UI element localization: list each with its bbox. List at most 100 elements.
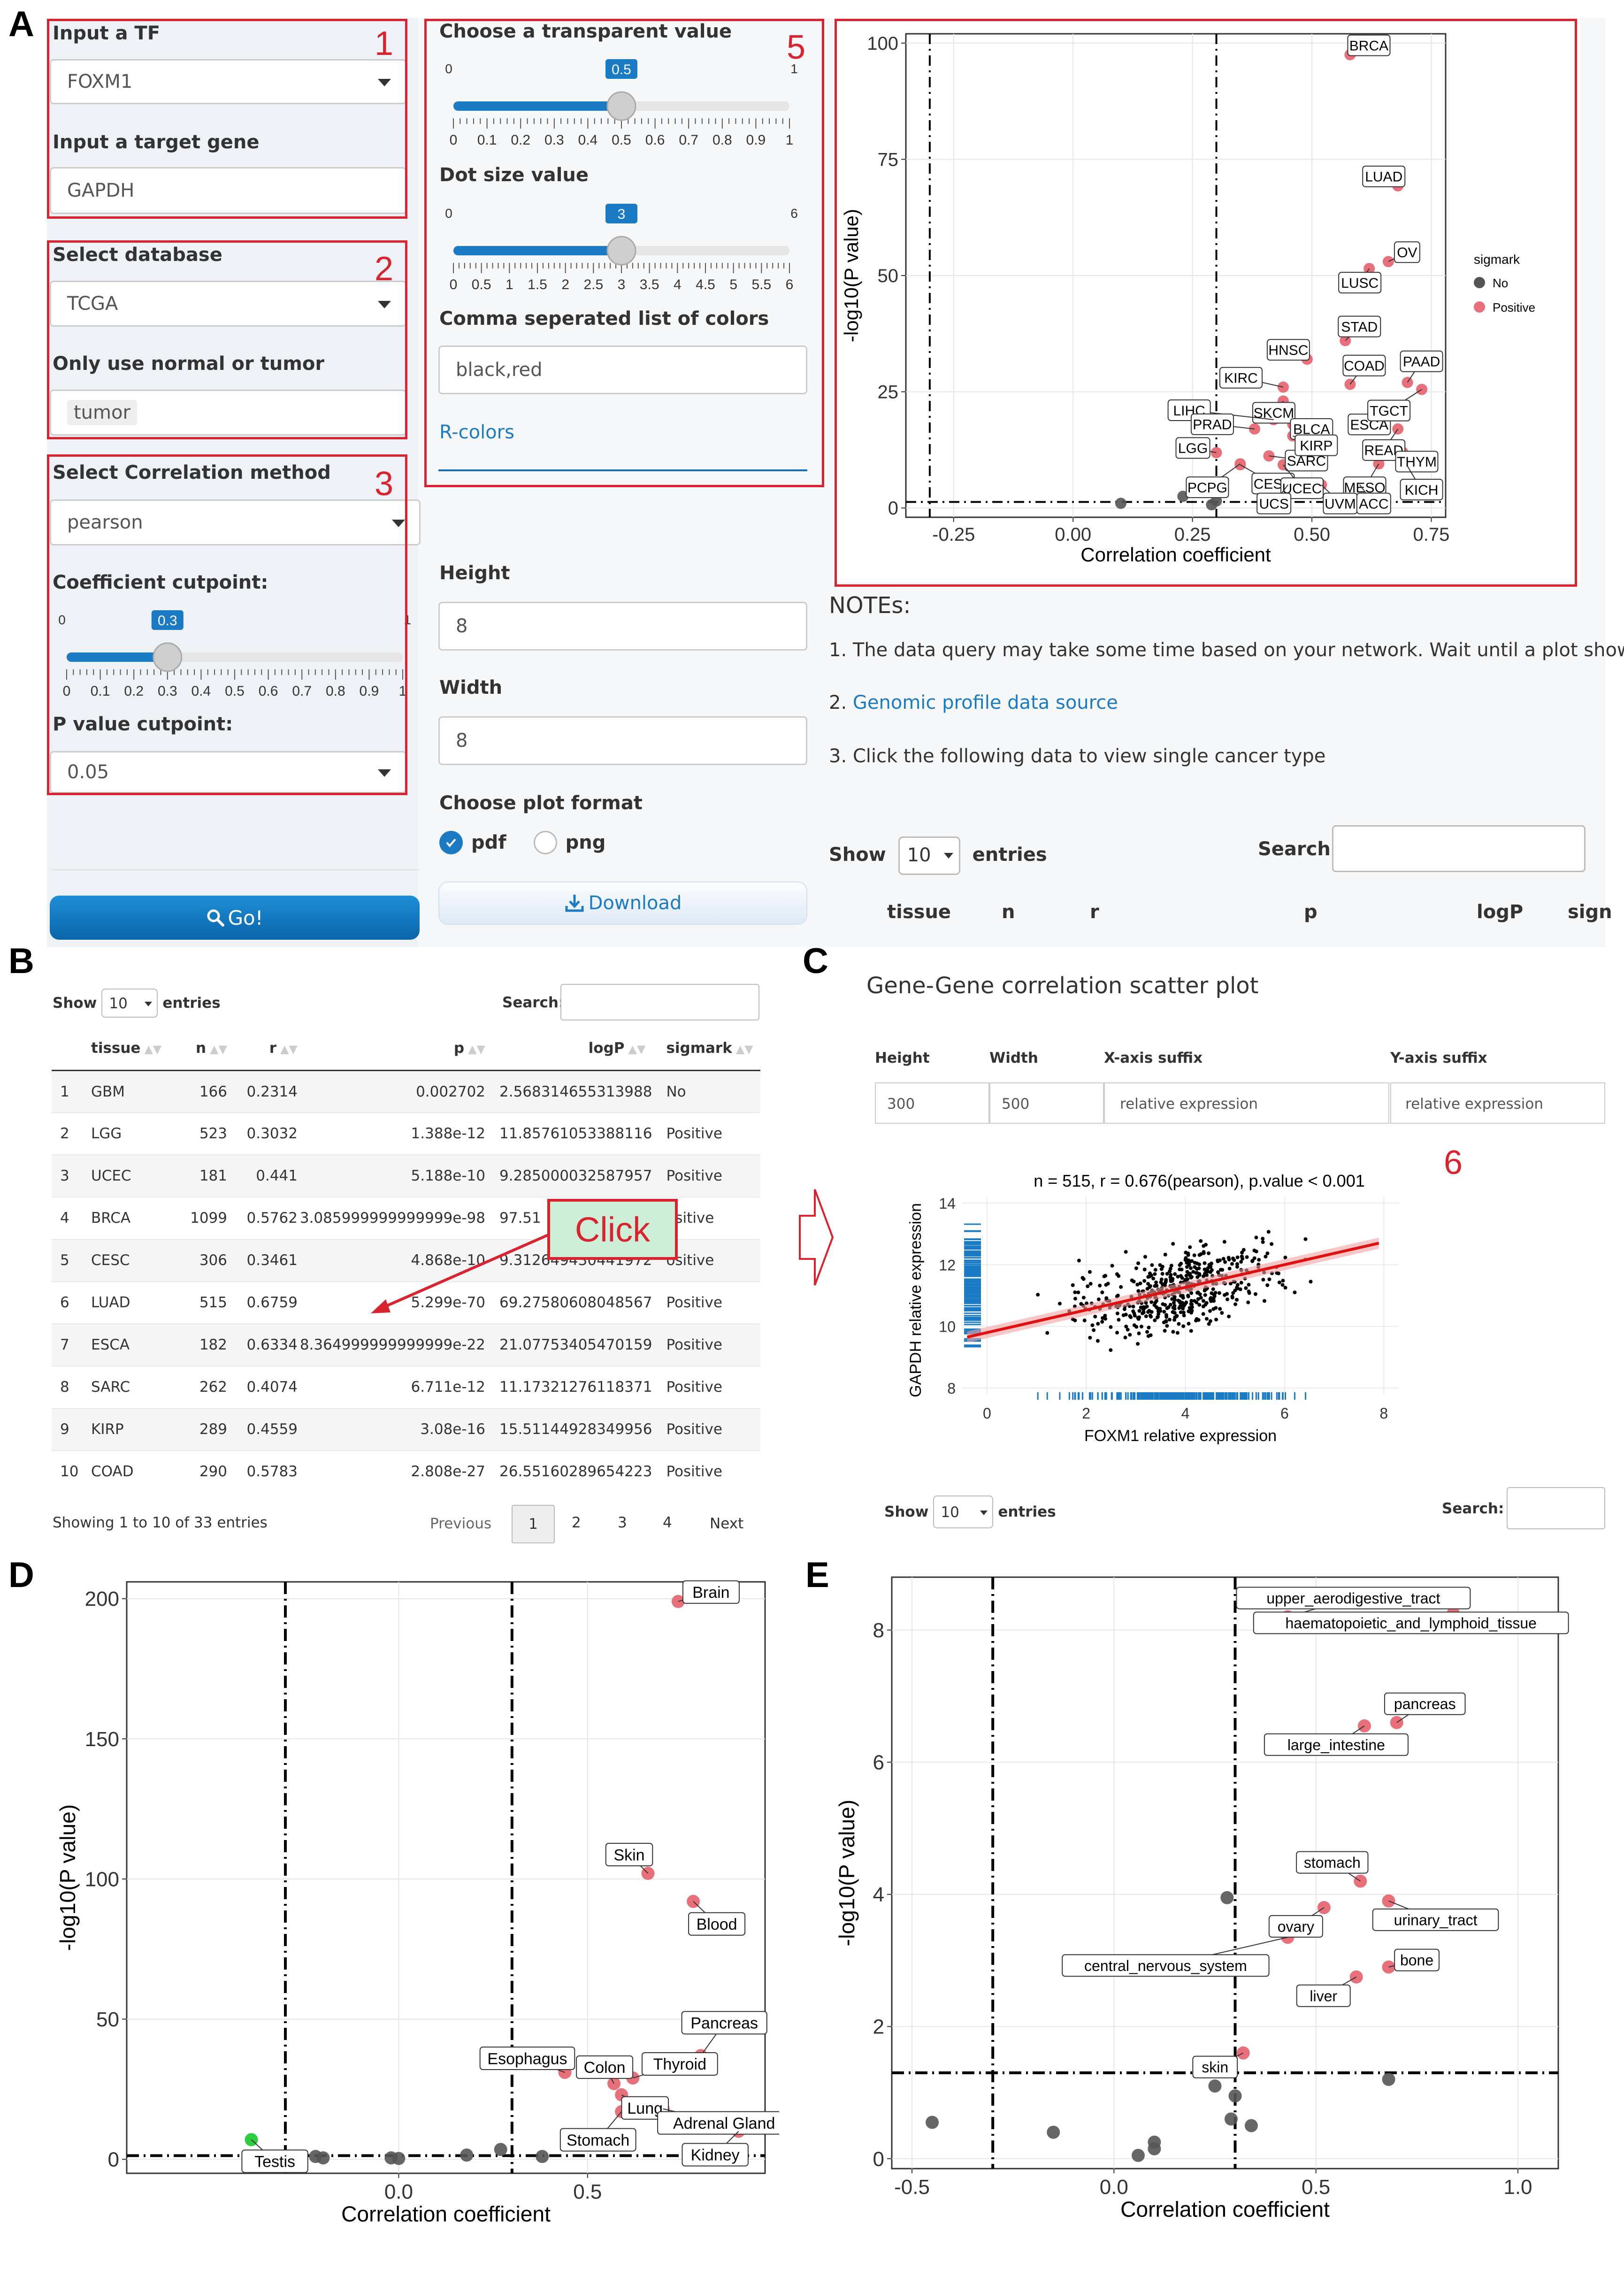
plotC-point — [1164, 1278, 1168, 1282]
next-button[interactable]: Next — [710, 1515, 744, 1532]
transparent-slider[interactable]: 0 1 0.5 0 0.1 0.2 0.3 0.4 0.5 0.6 0.7 0.8 0.9 1 — [443, 54, 800, 148]
plotC-point — [1096, 1297, 1101, 1302]
colors-input[interactable]: black,red — [438, 345, 807, 394]
plotC-point — [1133, 1313, 1137, 1318]
coef-slider[interactable]: 0 1 0.3 0 0.1 0.2 0.3 0.4 0.5 0.6 0.7 0.8 0.9 1 — [56, 606, 413, 699]
plotC-point — [1154, 1280, 1158, 1284]
plotC-y-axis-title: GAPDH relative expression — [907, 1203, 925, 1397]
c-xsuffix-input[interactable]: relative expression — [1104, 1082, 1389, 1124]
plotC-point — [1147, 1326, 1151, 1330]
table-search-input[interactable] — [560, 984, 759, 1020]
c-ysuffix-input[interactable]: relative expression — [1390, 1082, 1605, 1124]
plotC-point — [1303, 1237, 1308, 1241]
plotE-y-tick-label: 2 — [873, 2016, 884, 2039]
dotsize-tick-label: 0 — [450, 277, 458, 292]
plotC-point — [1241, 1248, 1246, 1252]
plotC-point — [1153, 1318, 1157, 1322]
col-n[interactable]: n — [1002, 901, 1015, 923]
genomic-source-link[interactable]: Genomic profile data source — [852, 692, 1118, 713]
table-cell: Positive — [652, 1408, 760, 1450]
plotC-point — [1159, 1280, 1163, 1284]
plotC-point — [1146, 1334, 1150, 1338]
plotC-point — [1160, 1272, 1164, 1276]
th-p[interactable]: p ▲▼ — [298, 1027, 485, 1071]
table-cell: 1.388e-12 — [298, 1112, 485, 1155]
plotA-label-box — [1362, 165, 1406, 187]
table-row[interactable]: 6 LUAD 515 0.6759 5.299e-70 69.27580608048567… — [52, 1281, 760, 1324]
corr-method-select[interactable]: pearson — [50, 499, 421, 545]
page-4-button[interactable]: 4 — [663, 1514, 672, 1531]
go-button[interactable]: Go! — [50, 896, 420, 940]
c-entries-select[interactable]: 10 — [933, 1495, 994, 1528]
plotA-point-label: HNSC — [1268, 343, 1308, 358]
th-tissue[interactable]: tissue ▲▼ — [91, 1027, 171, 1071]
col-r[interactable]: r — [1090, 901, 1099, 923]
table-row[interactable]: 7 ESCA 182 0.6334 8.364999999999999e-22 21.07… — [52, 1323, 760, 1366]
th-sigmark[interactable]: sigmark ▲▼ — [652, 1027, 760, 1071]
note-3: 3. Click the following data to view sing… — [829, 745, 1326, 767]
plotA-y-tick-label: 75 — [878, 149, 899, 170]
c-search-input[interactable] — [1507, 1487, 1605, 1529]
dotsize-slider[interactable]: 0 6 3 0 0.5 1 1.5 2 2.5 3 3.5 4 4.5 5 5.5 6 — [443, 199, 800, 292]
db-select[interactable]: TCGA — [50, 281, 406, 327]
height-input[interactable]: 8 — [438, 602, 807, 651]
pdf-radio[interactable] — [439, 831, 463, 854]
plotC-point — [1252, 1256, 1256, 1260]
page-1-button[interactable]: 1 — [512, 1505, 555, 1543]
plotE-point-no — [1220, 1891, 1234, 1904]
table-row[interactable]: 9 KIRP 289 0.4559 3.08e-16 15.51144928349956 P… — [52, 1408, 760, 1450]
table-row[interactable]: 4 BRCA 1099 0.5762 3.085999999999999e-98 97.5… — [52, 1196, 760, 1239]
plotA-x-axis-title: Correlation coefficient — [1080, 544, 1271, 566]
table-row[interactable]: 2 LGG 523 0.3032 1.388e-12 11.85761053388116 P… — [52, 1112, 760, 1155]
col-p[interactable]: p — [1304, 901, 1318, 923]
format-label: Choose plot format — [439, 792, 643, 814]
plotA-point-label: LUAD — [1365, 169, 1402, 185]
table-entries-select[interactable]: 10 — [101, 989, 158, 1018]
notes-show-control: Show 10 entries — [829, 836, 1047, 875]
col-logp[interactable]: logP — [1477, 901, 1524, 923]
table-cell: 3.085999999999999e-98 — [298, 1196, 485, 1239]
plotA-point-label: KIRC — [1224, 370, 1258, 386]
highlight-box-5 — [424, 19, 824, 487]
plotC-point — [1230, 1296, 1234, 1300]
plotE-point-label: stomach — [1304, 1854, 1361, 1871]
c-xsuffix-label: X-axis suffix — [1104, 1050, 1203, 1066]
plotC-point — [1178, 1263, 1182, 1267]
plotE-point-no — [1131, 2148, 1145, 2162]
plotE-point-label: urinary_tract — [1394, 1911, 1478, 1928]
plotC-point — [1178, 1267, 1182, 1272]
coef-value-bubble — [151, 610, 184, 630]
table-cell: 10 — [52, 1450, 91, 1493]
plotC-point — [1235, 1255, 1240, 1259]
plotC-point — [1077, 1258, 1081, 1263]
prev-button[interactable]: Previous — [430, 1515, 492, 1532]
plotC-point — [1189, 1275, 1194, 1279]
notes-search-input[interactable] — [1332, 825, 1586, 872]
table-row[interactable]: 1 GBM 166 0.2314 0.002702 2.568314655313988 No — [52, 1070, 760, 1112]
page-2-button[interactable]: 2 — [572, 1514, 581, 1531]
table-row[interactable]: 8 SARC 262 0.4074 6.711e-12 11.17321276118371… — [52, 1365, 760, 1408]
page-3-button[interactable]: 3 — [618, 1514, 627, 1531]
c-width-input[interactable]: 500 — [989, 1082, 1104, 1124]
col-sign[interactable]: sign — [1568, 901, 1612, 923]
c-height-input[interactable]: 300 — [875, 1082, 989, 1124]
table-row[interactable]: 3 UCEC 181 0.441 5.188e-10 9.285000032587957 P… — [52, 1154, 760, 1197]
plotD-point-label: Esophagus — [487, 2050, 567, 2068]
th-logp[interactable]: logP ▲▼ — [485, 1027, 652, 1071]
width-input[interactable]: 8 — [438, 716, 807, 765]
table-row[interactable]: 10 COAD 290 0.5783 2.808e-27 26.5516028965422… — [52, 1450, 760, 1493]
download-button[interactable]: Download — [438, 882, 807, 925]
rcolors-link[interactable]: R-colors — [439, 422, 514, 443]
transparent-max-label: 1 — [790, 61, 798, 76]
png-radio[interactable] — [533, 831, 557, 854]
th-r[interactable]: r ▲▼ — [227, 1027, 298, 1071]
volcano-plot-d: 0.0 0.5 0 50 100 150 200 Correlation coefficien… — [55, 1580, 791, 2226]
c-search-label: Search: — [1442, 1500, 1504, 1517]
plotC-point — [1187, 1309, 1191, 1313]
th-n[interactable]: n ▲▼ — [171, 1027, 227, 1071]
plotC-point — [1090, 1323, 1095, 1327]
table-cell: 5.188e-10 — [298, 1154, 485, 1197]
col-tissue[interactable]: tissue — [887, 901, 951, 923]
entries-select[interactable]: 10 — [898, 836, 960, 875]
